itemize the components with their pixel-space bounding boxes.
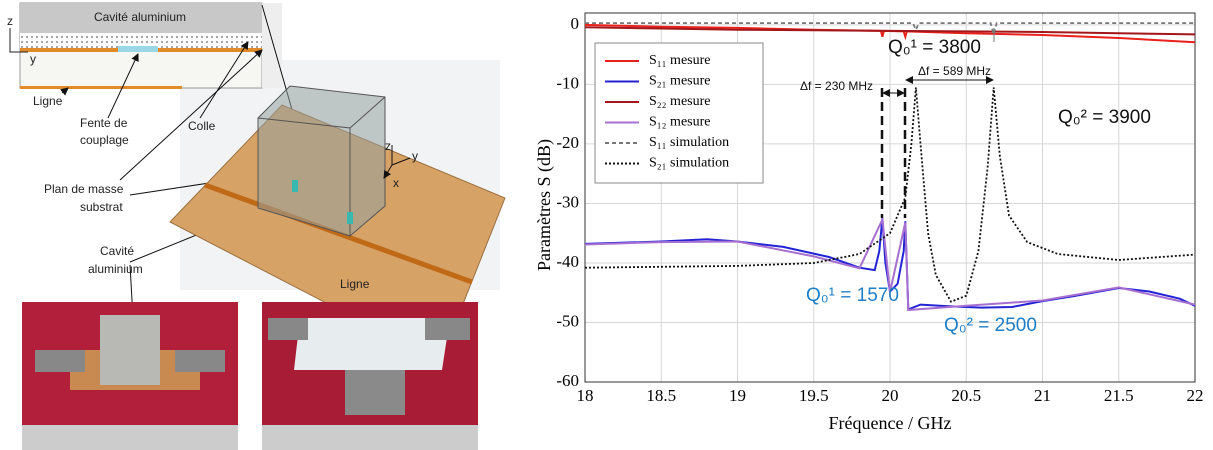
legend-label: S₁₁ mesure	[649, 53, 710, 68]
photo-ruler	[22, 425, 238, 450]
series-line	[584, 26, 1196, 36]
axis-label: y	[30, 52, 36, 66]
photo-connector	[175, 350, 225, 372]
legend-label: S₂₁ mesure	[649, 74, 710, 89]
annotation: Q₀² = 2500	[944, 315, 1037, 336]
x-tick-label: 18.5	[646, 386, 676, 405]
resonance-markers	[880, 28, 995, 218]
plot-frame	[584, 12, 1196, 383]
y-tick-label: -50	[556, 311, 579, 330]
y-tick-label: -20	[556, 133, 579, 152]
callout-label: Plan de masse	[44, 182, 124, 196]
axis-label: y	[412, 149, 418, 163]
callout-label: Ligne	[33, 94, 63, 108]
series-line	[584, 215, 1196, 312]
x-tick-label: 20	[882, 386, 899, 405]
photo-cube	[345, 370, 405, 415]
annotation: Q₀¹ = 1570	[806, 285, 899, 306]
x-tick-label: 19.5	[799, 386, 829, 405]
legend-box	[594, 42, 764, 184]
photo-connector	[268, 318, 308, 340]
photo-ruler	[262, 425, 478, 450]
glue-layer	[20, 33, 262, 49]
y-tick-label: 0	[571, 14, 580, 33]
callout-label: substrat	[80, 200, 123, 214]
callout-label: Ligne	[340, 277, 370, 291]
axis-label: x	[393, 176, 399, 190]
annotation: Δf = 230 MHz	[800, 79, 873, 93]
x-tick-label: 19	[729, 386, 746, 405]
photo-connector	[35, 350, 85, 372]
axis-label: z	[7, 14, 13, 28]
x-tick-label: 21.5	[1104, 386, 1134, 405]
photo-connector	[425, 318, 470, 340]
diagram: Cavité aluminium z y Ligne Fente de coup…	[7, 2, 506, 450]
x-tick-label: 20.5	[951, 386, 981, 405]
chart: Fréquence / GHz Paramètres S (dB) 0 -10 -2…	[534, 12, 1204, 433]
callout-label: Colle	[188, 119, 216, 133]
y-tick-label: -60	[556, 371, 579, 390]
legend-label: S₂₁ simulation	[649, 156, 729, 171]
series-line	[584, 87, 1196, 303]
line-strip	[20, 86, 182, 89]
annotation: Q₀² = 3900	[1058, 107, 1151, 128]
annotation: Q₀¹ = 3800	[888, 37, 981, 58]
y-axis-label: Paramètres S (dB)	[534, 139, 555, 271]
legend-label: S₁₁ simulation	[649, 135, 729, 150]
x-tick-label: 22	[1187, 386, 1204, 405]
x-tick-label: 18	[577, 386, 594, 405]
annotation: Δf = 589 MHz	[918, 64, 991, 78]
legend-label: S₁₂ mesure	[649, 115, 710, 130]
y-tick-label: -30	[556, 192, 579, 211]
y-tick-label: -10	[556, 73, 579, 92]
section-title: Cavité aluminium	[94, 10, 186, 24]
photo-cube	[100, 315, 160, 385]
y-tick-label: -40	[556, 252, 579, 271]
board-line	[204, 182, 473, 285]
legend-label: S₂₂ mesure	[649, 94, 710, 109]
series-line	[585, 22, 1195, 38]
cube-edges	[257, 96, 386, 236]
slot	[118, 46, 158, 52]
cavity-layer	[20, 3, 262, 33]
cube	[257, 85, 386, 237]
slot	[292, 180, 298, 192]
slot	[347, 212, 353, 224]
photo-board	[294, 318, 450, 370]
axis-label: z	[385, 139, 391, 153]
callout-label: Fente de	[80, 116, 128, 130]
callout-label: aluminium	[88, 262, 143, 276]
axes-3d	[384, 145, 411, 178]
callout-label: Cavité	[100, 244, 134, 258]
callout-label: couplage	[80, 133, 129, 147]
x-tick-label: 21	[1034, 386, 1051, 405]
axis-glyph	[9, 28, 28, 53]
x-axis-label: Fréquence / GHz	[829, 413, 952, 433]
